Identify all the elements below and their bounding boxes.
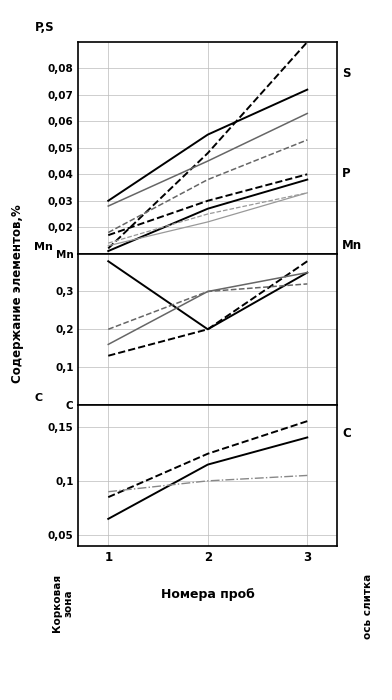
Text: S: S [342,67,351,80]
Text: Mn: Mn [342,239,363,252]
Text: P,S: P,S [34,20,54,34]
Text: Содержание элементов,%: Содержание элементов,% [11,204,24,384]
Text: C: C [34,393,43,403]
Text: ось слитка: ось слитка [363,574,374,639]
Text: Номера проб: Номера проб [161,588,255,601]
Text: Корковая
зона: Корковая зона [52,574,74,632]
Text: P: P [342,167,351,180]
Text: C: C [342,426,351,440]
Text: Mn: Mn [34,242,53,252]
